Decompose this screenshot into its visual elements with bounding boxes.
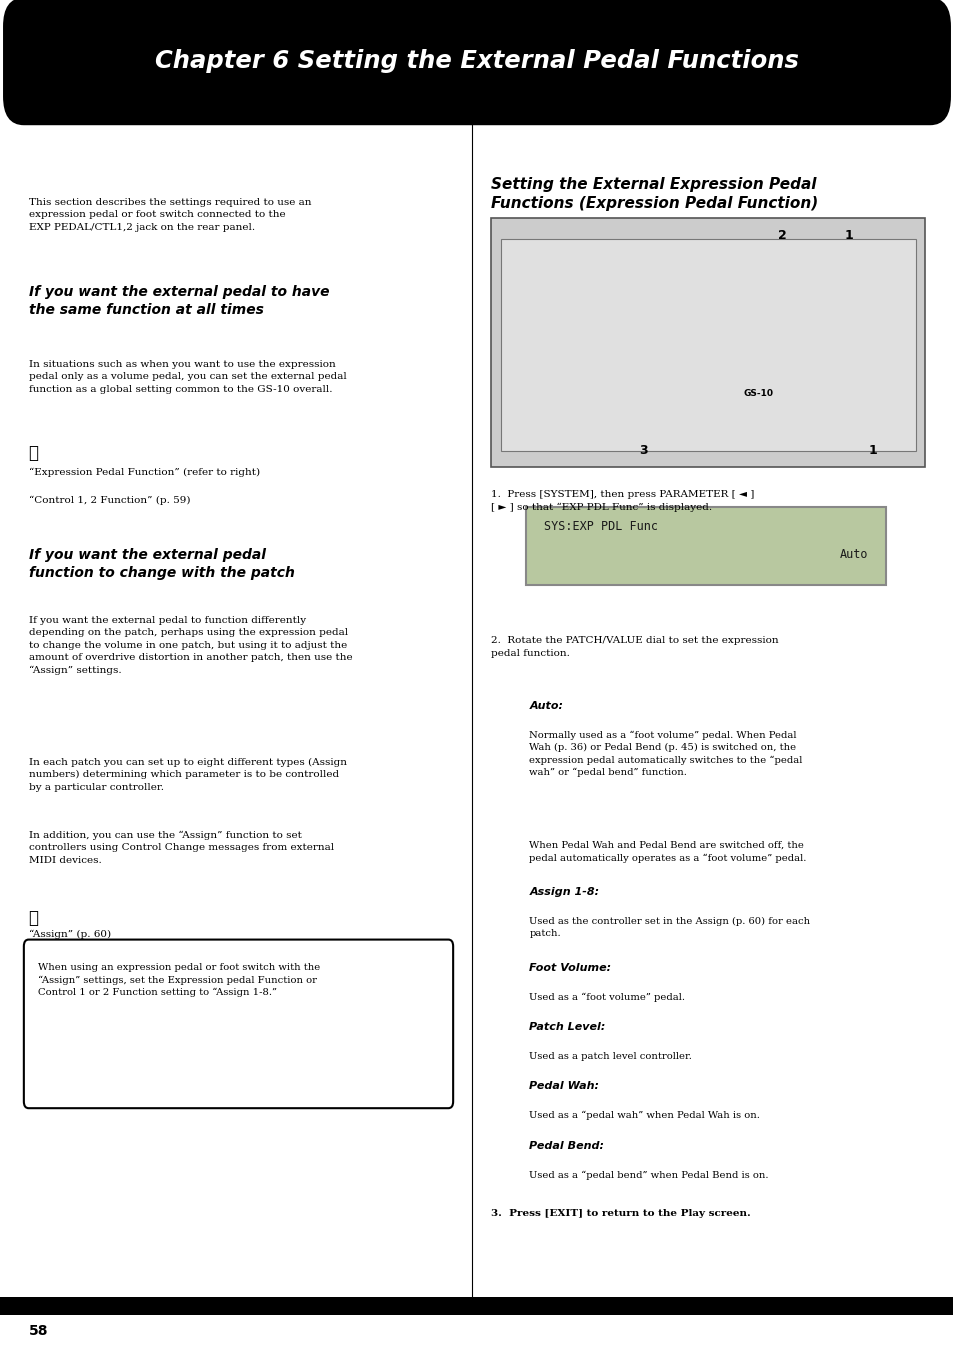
Text: If you want the external pedal to have
the same function at all times: If you want the external pedal to have t… bbox=[29, 285, 329, 316]
Text: GS-10: GS-10 bbox=[742, 389, 773, 397]
Text: When Pedal Wah and Pedal Bend are switched off, the
pedal automatically operates: When Pedal Wah and Pedal Bend are switch… bbox=[529, 842, 806, 863]
Text: Used as the controller set in the Assign (p. 60) for each
patch.: Used as the controller set in the Assign… bbox=[529, 916, 810, 938]
Text: In addition, you can use the “Assign” function to set
controllers using Control : In addition, you can use the “Assign” fu… bbox=[29, 831, 334, 865]
Text: Pedal Wah:: Pedal Wah: bbox=[529, 1081, 598, 1092]
Text: ☞: ☞ bbox=[29, 911, 38, 927]
Text: SYS:EXP PDL Func: SYS:EXP PDL Func bbox=[543, 520, 657, 534]
Text: 3: 3 bbox=[639, 443, 648, 457]
Text: Used as a “pedal bend” when Pedal Bend is on.: Used as a “pedal bend” when Pedal Bend i… bbox=[529, 1170, 768, 1179]
Text: Normally used as a “foot volume” pedal. When Pedal
Wah (p. 36) or Pedal Bend (p.: Normally used as a “foot volume” pedal. … bbox=[529, 731, 802, 777]
Text: If you want the external pedal
function to change with the patch: If you want the external pedal function … bbox=[29, 549, 294, 580]
Text: “Assign” (p. 60): “Assign” (p. 60) bbox=[29, 929, 111, 939]
Text: When using an expression pedal or foot switch with the
“Assign” settings, set th: When using an expression pedal or foot s… bbox=[38, 962, 320, 997]
Text: 1: 1 bbox=[843, 228, 853, 242]
FancyBboxPatch shape bbox=[5, 0, 948, 123]
Text: Pedal Bend:: Pedal Bend: bbox=[529, 1140, 604, 1151]
Text: 1.  Press [SYSTEM], then press PARAMETER [ ◄ ]
[ ► ] so that “EXP PDL Func” is d: 1. Press [SYSTEM], then press PARAMETER … bbox=[491, 490, 754, 512]
Text: 2.  Rotate the PATCH/VALUE dial to set the expression
pedal function.: 2. Rotate the PATCH/VALUE dial to set th… bbox=[491, 636, 778, 658]
Text: Used as a “foot volume” pedal.: Used as a “foot volume” pedal. bbox=[529, 992, 685, 1001]
Text: Used as a “pedal wah” when Pedal Wah is on.: Used as a “pedal wah” when Pedal Wah is … bbox=[529, 1111, 760, 1120]
Text: Auto:: Auto: bbox=[529, 701, 563, 711]
Text: Assign 1-8:: Assign 1-8: bbox=[529, 888, 599, 897]
Text: “Control 1, 2 Function” (p. 59): “Control 1, 2 Function” (p. 59) bbox=[29, 496, 190, 505]
Text: 1: 1 bbox=[867, 443, 877, 457]
Text: If you want the external pedal to function differently
depending on the patch, p: If you want the external pedal to functi… bbox=[29, 616, 352, 676]
Text: In situations such as when you want to use the expression
pedal only as a volume: In situations such as when you want to u… bbox=[29, 359, 346, 393]
Text: This section describes the settings required to use an
expression pedal or foot : This section describes the settings requ… bbox=[29, 197, 311, 231]
Text: Patch Level:: Patch Level: bbox=[529, 1021, 605, 1032]
Text: 3.  Press [EXIT] to return to the Play screen.: 3. Press [EXIT] to return to the Play sc… bbox=[491, 1209, 750, 1219]
Text: Auto: Auto bbox=[839, 549, 867, 562]
Text: Setting the External Expression Pedal
Functions (Expression Pedal Function): Setting the External Expression Pedal Fu… bbox=[491, 177, 818, 211]
FancyBboxPatch shape bbox=[24, 939, 453, 1108]
Bar bbox=[0, 1297, 953, 1315]
Text: Used as a patch level controller.: Used as a patch level controller. bbox=[529, 1051, 692, 1061]
Text: In each patch you can set up to eight different types (Assign
numbers) determini: In each patch you can set up to eight di… bbox=[29, 758, 346, 792]
FancyBboxPatch shape bbox=[525, 507, 885, 585]
Text: ☞: ☞ bbox=[29, 444, 38, 462]
Text: 2: 2 bbox=[777, 228, 786, 242]
Text: Chapter 6 Setting the External Pedal Functions: Chapter 6 Setting the External Pedal Fun… bbox=[155, 50, 798, 73]
FancyBboxPatch shape bbox=[491, 218, 924, 467]
Text: Foot Volume:: Foot Volume: bbox=[529, 962, 611, 973]
Text: “Expression Pedal Function” (refer to right): “Expression Pedal Function” (refer to ri… bbox=[29, 467, 259, 477]
Text: 58: 58 bbox=[29, 1324, 48, 1337]
Bar bbox=[500, 239, 915, 451]
